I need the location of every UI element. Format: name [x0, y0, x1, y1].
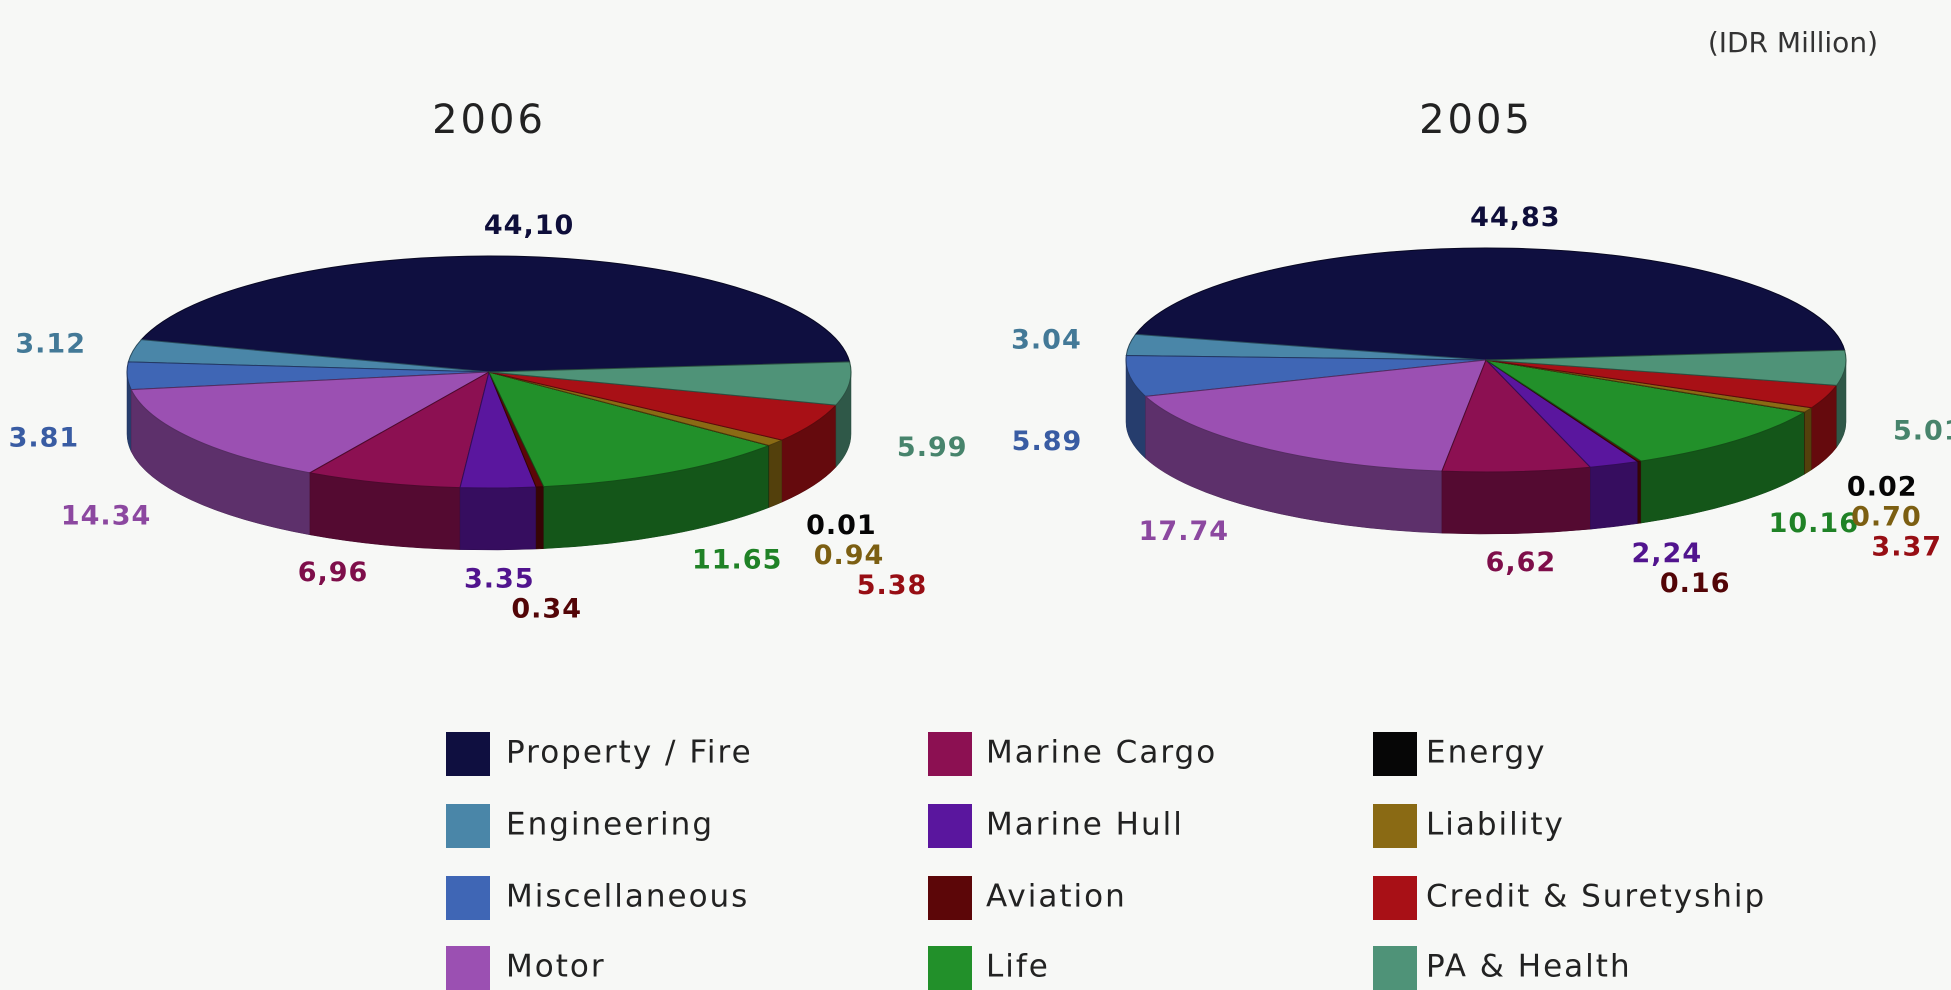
- value-label: 6,96: [298, 557, 369, 588]
- value-label: 0.16: [1660, 568, 1731, 599]
- legend-label: Miscellaneous: [506, 879, 749, 915]
- legend-swatch: [1373, 946, 1417, 990]
- value-label: 10.16: [1769, 508, 1859, 539]
- legend-swatch: [928, 732, 972, 776]
- value-label: 11.65: [692, 544, 782, 575]
- legend-swatch: [928, 876, 972, 920]
- pie-sides: [1125, 359, 1847, 535]
- value-label: 3.37: [1871, 532, 1942, 563]
- value-label: 44,10: [484, 210, 574, 241]
- legend-swatch: [1373, 876, 1417, 920]
- chart-title: 2006: [432, 97, 546, 143]
- value-label: 0.02: [1847, 472, 1918, 503]
- legend-label: Life: [986, 949, 1050, 985]
- slice: [130, 371, 490, 474]
- legend-label: Aviation: [986, 879, 1127, 915]
- pie-tops: [126, 255, 852, 489]
- legend-swatch: [928, 804, 972, 848]
- legend-swatch: [446, 946, 490, 990]
- legend-label: Energy: [1426, 735, 1547, 771]
- slice-side: [1804, 407, 1812, 475]
- pie-labels: 44,83 3.04 5.89 17.74 6,62 2,240.16 10.16 0.020…: [1011, 202, 1951, 599]
- value-label: 0.01: [806, 510, 877, 541]
- slice-side: [1637, 460, 1642, 524]
- value-label: 3.81: [9, 422, 80, 453]
- slice-side: [1441, 466, 1591, 535]
- value-label: 3.04: [1011, 324, 1082, 355]
- value-label: 5.38: [857, 570, 928, 601]
- legend-swatch: [446, 804, 490, 848]
- value-label: 5.89: [1012, 426, 1083, 457]
- pie-tops: [1125, 247, 1847, 473]
- value-label: 5.99: [897, 432, 968, 463]
- legend-label: Motor: [506, 949, 606, 985]
- value-label: 2,24: [1632, 538, 1703, 569]
- value-label: 3.35: [464, 563, 535, 594]
- legend-swatch: [928, 946, 972, 990]
- legend-label: PA & Health: [1426, 949, 1632, 985]
- slice-side: [535, 486, 545, 550]
- value-label: 0.34: [511, 593, 582, 624]
- slice: [1134, 247, 1846, 361]
- legend-label: Credit & Suretyship: [1426, 879, 1766, 915]
- slice: [1125, 355, 1487, 397]
- slice: [1441, 359, 1592, 473]
- value-label: 3.12: [15, 329, 86, 360]
- slice: [140, 255, 851, 373]
- unit-label: (IDR Million): [1708, 26, 1878, 59]
- pie-labels: 44,10 3.12 3.81 14.34 6,96 3.350.34 11.65 0.010…: [9, 210, 968, 624]
- legend-swatch: [446, 732, 490, 776]
- legend-label: Engineering: [506, 807, 714, 843]
- slice-side: [768, 439, 783, 508]
- slice: [1485, 359, 1806, 462]
- value-label: 6,62: [1486, 547, 1557, 578]
- value-label: 14.34: [61, 500, 151, 531]
- chart-title: 2005: [1419, 97, 1533, 143]
- value-label: 5.01: [1893, 415, 1951, 446]
- legend-label: Property / Fire: [506, 735, 753, 771]
- value-label: 44,83: [1470, 202, 1560, 233]
- slice-side: [1590, 461, 1639, 530]
- slice: [488, 361, 852, 406]
- slice-side: [459, 486, 537, 551]
- value-label: 17.74: [1139, 516, 1229, 547]
- value-label: 0.94: [814, 540, 885, 571]
- value-label: 0.70: [1851, 502, 1922, 533]
- slice: [488, 371, 771, 488]
- slice: [1144, 359, 1487, 472]
- legend-swatch: [1373, 804, 1417, 848]
- legend-label: Marine Cargo: [986, 735, 1217, 771]
- legend-label: Marine Hull: [986, 807, 1184, 843]
- slice: [308, 370, 490, 489]
- pie-sides: [126, 371, 852, 551]
- legend-swatch: [1373, 732, 1417, 776]
- slice: [1485, 349, 1847, 386]
- legend-label: Liability: [1426, 807, 1565, 843]
- legend-swatch: [446, 876, 490, 920]
